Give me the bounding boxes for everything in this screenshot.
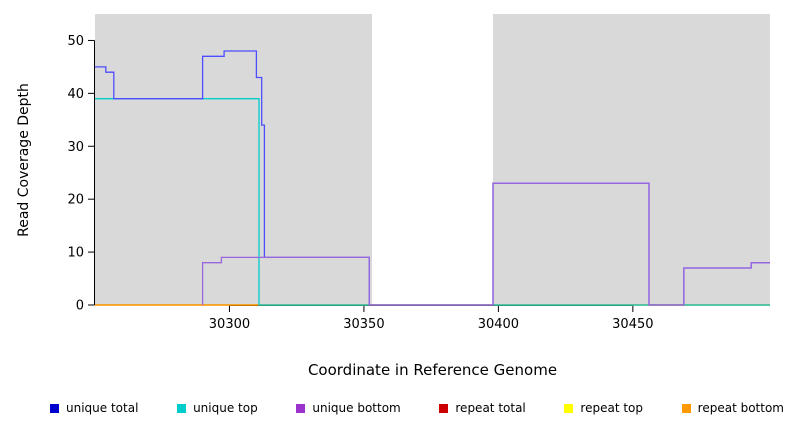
x-tick-label: 30400 — [478, 317, 519, 332]
legend-item: repeat total — [439, 401, 526, 415]
legend-swatch — [177, 403, 187, 413]
legend-item: repeat top — [564, 401, 643, 415]
legend-item: repeat bottom — [681, 401, 784, 415]
legend-swatch — [564, 403, 574, 413]
y-axis-title: Read Coverage Depth — [16, 83, 32, 237]
highlight-band — [371, 14, 494, 305]
legend-label: unique bottom — [312, 401, 401, 415]
legend-label: unique total — [66, 401, 139, 415]
legend-label: repeat top — [580, 401, 644, 415]
legend-item: unique total — [50, 401, 138, 415]
legend-label: repeat total — [455, 401, 526, 415]
legend-label: unique top — [193, 401, 258, 415]
x-tick-label: 30450 — [612, 317, 653, 332]
legend-label: repeat bottom — [697, 401, 784, 415]
x-axis-title: Coordinate in Reference Genome — [307, 361, 558, 379]
x-tick-label: 30350 — [343, 317, 384, 332]
coverage-chart: 0 10 20 30 40 50 30300 30350 30400 30450 — [67, 14, 770, 332]
legend-swatch — [439, 403, 449, 413]
y-tick-label: 50 — [67, 34, 84, 49]
y-tick-label: 30 — [67, 140, 84, 155]
legend-item: unique top — [177, 401, 258, 415]
legend-swatch — [296, 403, 306, 413]
legend-swatch — [50, 403, 59, 413]
series-line-unique-bottom — [201, 182, 770, 306]
x-tick-label: 30300 — [209, 317, 250, 332]
legend-item: unique bottom — [296, 401, 401, 415]
y-tick-label: 20 — [67, 193, 84, 208]
y-tick-label: 40 — [67, 87, 84, 102]
y-tick-label: 10 — [67, 246, 84, 261]
legend-swatch — [681, 403, 691, 413]
y-tick-label: 0 — [76, 299, 84, 314]
legend: unique total unique top unique bottom repea… — [50, 401, 784, 415]
